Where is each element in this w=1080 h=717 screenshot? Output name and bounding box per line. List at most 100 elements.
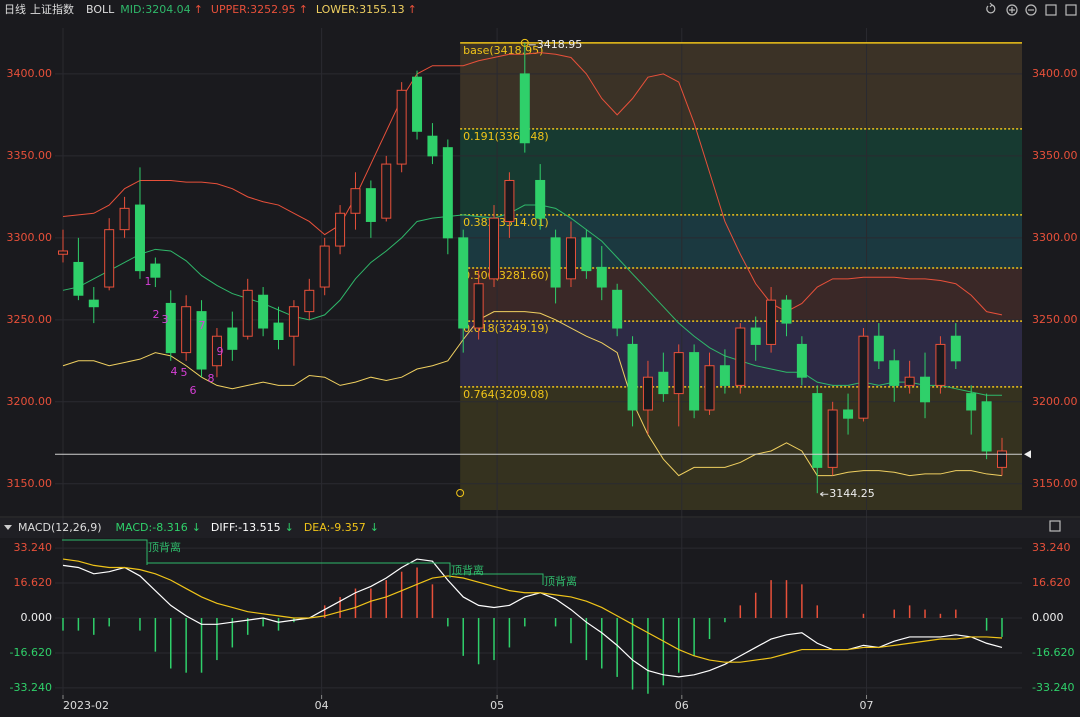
macd-close-icon[interactable] — [1049, 520, 1061, 532]
candle-body — [288, 306, 299, 337]
y-tick-label: -16.620 — [10, 646, 52, 659]
collapse-icon[interactable] — [4, 525, 12, 530]
header-text: ↑ — [408, 3, 417, 16]
x-tick-label: 05 — [490, 699, 504, 712]
candle-body — [766, 299, 777, 345]
macd-header-text: DIFF:-13.515 — [211, 521, 281, 534]
candle-body — [134, 204, 145, 272]
candle-body — [565, 237, 576, 280]
candle-body — [258, 294, 269, 329]
toolbar[interactable] — [986, 2, 1077, 532]
y-tick-label: 3250.00 — [7, 313, 53, 326]
y-tick-label: 3150.00 — [7, 477, 53, 490]
y-tick-label-right: -16.620 — [1032, 646, 1074, 659]
y-tick-label-right: 16.620 — [1032, 576, 1071, 589]
y-tick-label-right: 3250.00 — [1032, 313, 1078, 326]
dea-line — [62, 558, 1003, 663]
wave-marker: 5 — [181, 366, 188, 379]
y-tick-label: 3300.00 — [7, 231, 53, 244]
candle-body — [396, 89, 407, 165]
wave-marker: 9 — [217, 345, 224, 358]
fib-band — [460, 386, 1022, 510]
x-tick-label: 04 — [315, 699, 329, 712]
low-arrow — [819, 491, 829, 497]
last-price-pointer — [1024, 450, 1031, 459]
y-tick-label: 0.000 — [21, 611, 53, 624]
candle-body — [935, 343, 946, 386]
y-tick-label: -33.240 — [10, 681, 52, 694]
divergence-line — [62, 539, 148, 565]
candle-body — [612, 289, 623, 329]
candle-body — [227, 327, 238, 350]
x-tick-label: 07 — [860, 699, 874, 712]
candle-body — [689, 352, 700, 411]
divergence-label: 顶背离 — [451, 563, 484, 577]
candle-body — [796, 343, 807, 378]
y-tick-label-right: 3400.00 — [1032, 67, 1078, 80]
header-text: MID:3204.04 — [120, 3, 190, 16]
x-tick-label: 2023-02 — [63, 699, 109, 712]
y-tick-label-right: 3300.00 — [1032, 231, 1078, 244]
candle-body — [504, 179, 515, 222]
wave-marker: 6 — [190, 384, 197, 397]
candle-body — [473, 283, 484, 329]
undo-icon[interactable] — [986, 2, 996, 14]
candle-body — [781, 299, 792, 324]
candle-body — [335, 212, 346, 247]
candle-body — [750, 327, 761, 345]
candle-body — [735, 327, 746, 386]
candle-body — [489, 217, 500, 280]
candle-body — [981, 401, 992, 452]
y-tick-label: 3400.00 — [7, 67, 53, 80]
candle-body — [827, 409, 838, 468]
zoom-out-icon[interactable] — [1025, 4, 1037, 16]
header-text: ↑ — [299, 3, 308, 16]
candle-body — [427, 135, 438, 157]
macd-header-text: ↓ — [285, 521, 294, 534]
candle-body — [181, 306, 192, 354]
wave-marker: 7 — [199, 319, 206, 332]
wave-marker: 8 — [208, 372, 215, 385]
y-tick-label: 3200.00 — [7, 395, 53, 408]
candle-body — [843, 409, 854, 419]
candle-body — [627, 343, 638, 411]
zoom-in-icon[interactable] — [1006, 4, 1018, 16]
boll-line — [62, 52, 1003, 316]
low-label: 3144.25 — [829, 487, 875, 500]
candle-body — [381, 163, 392, 219]
candle-body — [150, 263, 161, 278]
fib-label: 0.500(3281.60) — [463, 269, 549, 282]
settings-icon[interactable] — [1045, 4, 1057, 16]
macd-header-text: ↓ — [192, 521, 201, 534]
wave-marker: 3 — [162, 313, 169, 326]
close-icon[interactable] — [1065, 4, 1077, 16]
candle-body — [119, 207, 130, 231]
candle-body — [88, 299, 99, 308]
candle-body — [442, 147, 453, 239]
candle-body — [966, 393, 977, 411]
candle-body — [304, 289, 315, 313]
macd-header-text: ↓ — [370, 521, 379, 534]
macd-header-text: MACD(12,26,9) — [18, 521, 102, 534]
wave-marker: 2 — [153, 308, 160, 321]
divergence-line — [147, 562, 451, 578]
y-tick-label: 16.620 — [14, 576, 53, 589]
y-tick-label-right: 3200.00 — [1032, 395, 1078, 408]
candle-body — [104, 229, 115, 288]
candle-body — [412, 76, 423, 132]
fib-band — [460, 128, 1022, 215]
candle-body — [165, 302, 176, 354]
divergence-line — [452, 573, 544, 585]
candle-body — [196, 311, 207, 370]
wave-marker: 4 — [171, 365, 178, 378]
fib-anchor — [456, 489, 465, 497]
candle-body — [858, 335, 869, 419]
y-tick-label-right: 0.000 — [1032, 611, 1064, 624]
macd-header-bar — [0, 518, 1080, 538]
candle-body — [996, 450, 1007, 468]
boll-line — [62, 311, 1003, 477]
candle-body — [458, 237, 469, 329]
candle-body — [920, 376, 931, 403]
wave-marker: 1 — [145, 275, 152, 288]
